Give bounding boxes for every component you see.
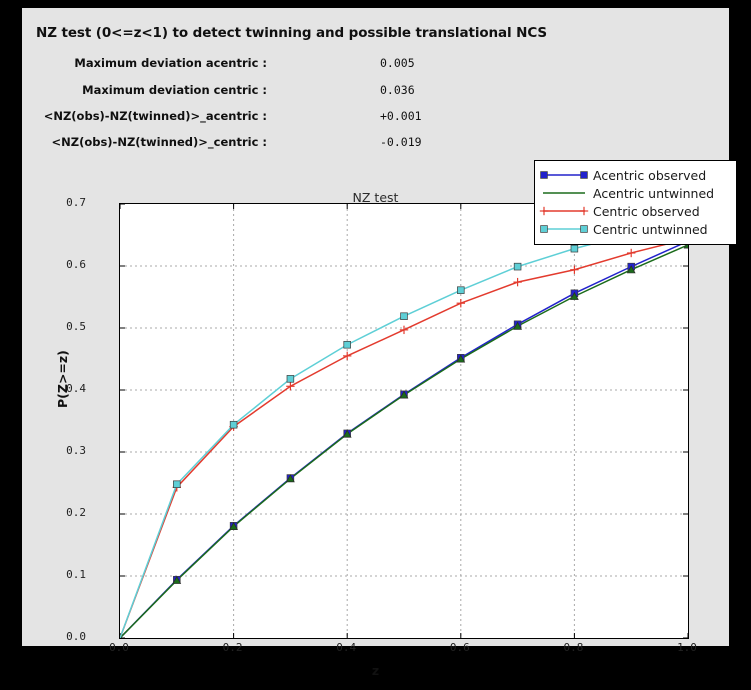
legend-label: Acentric observed [593,167,707,183]
legend-label: Centric observed [593,203,700,219]
legend-swatch [535,202,593,220]
stat-label: Maximum deviation acentric : [74,56,267,70]
chart-svg [120,204,688,638]
y-tick-label: 0.3 [66,444,86,457]
y-tick-label: 0.5 [66,320,86,333]
legend-item: Centric observed [535,202,736,220]
legend-item: Acentric observed [535,166,736,184]
x-axis-label: z [371,663,380,678]
data-series-layer [120,217,688,638]
y-tick-label: 0.0 [66,630,86,643]
legend-label: Acentric untwinned [593,185,715,201]
x-tick-label: 0.2 [222,641,243,654]
legend-swatch [535,166,593,184]
y-tick-label: 0.7 [66,196,86,209]
x-tick-label: 0.8 [563,641,584,654]
stat-value: -0.019 [380,135,422,149]
x-tick-label: 0.4 [336,641,357,654]
stat-label: Maximum deviation centric : [82,83,267,97]
legend-item: Acentric untwinned [535,184,736,202]
legend-swatch [535,220,593,238]
report-panel: NZ test (0<=z<1) to detect twinning and … [22,8,737,678]
gridlines [120,204,688,638]
stat-row: Maximum deviation centric : 0.036 [22,83,729,106]
legend-label: Centric untwinned [593,221,708,237]
y-tick-label: 0.6 [66,258,86,271]
x-tick-label: 0.0 [109,641,129,654]
stat-row: Maximum deviation acentric : 0.005 [22,56,729,79]
y-tick-label: 0.4 [66,382,86,395]
stat-label: <NZ(obs)-NZ(twinned)>_centric : [51,135,267,149]
page-title: NZ test (0<=z<1) to detect twinning and … [36,25,548,41]
stat-label: <NZ(obs)-NZ(twinned)>_acentric : [43,109,267,123]
chart-title: NZ test [352,190,399,205]
y-tick-label: 0.1 [66,568,86,581]
x-tick-label: 1.0 [677,641,697,654]
stat-value: 0.005 [380,56,415,70]
stat-row: <NZ(obs)-NZ(twinned)>_acentric : +0.001 [22,109,729,132]
stat-value: +0.001 [380,109,422,123]
stat-value: 0.036 [380,83,415,97]
y-axis-label: P(Z>=z) [55,350,70,408]
stat-row: <NZ(obs)-NZ(twinned)>_centric : -0.019 [22,135,729,158]
chart-legend: Acentric observed Acentric untwinned Centr… [534,160,737,245]
legend-item: Centric untwinned [535,220,736,238]
x-tick-label: 0.6 [449,641,470,654]
y-tick-label: 0.2 [66,506,86,519]
plot-area [119,203,689,639]
axis-ticks [120,204,688,638]
legend-swatch [535,184,593,202]
